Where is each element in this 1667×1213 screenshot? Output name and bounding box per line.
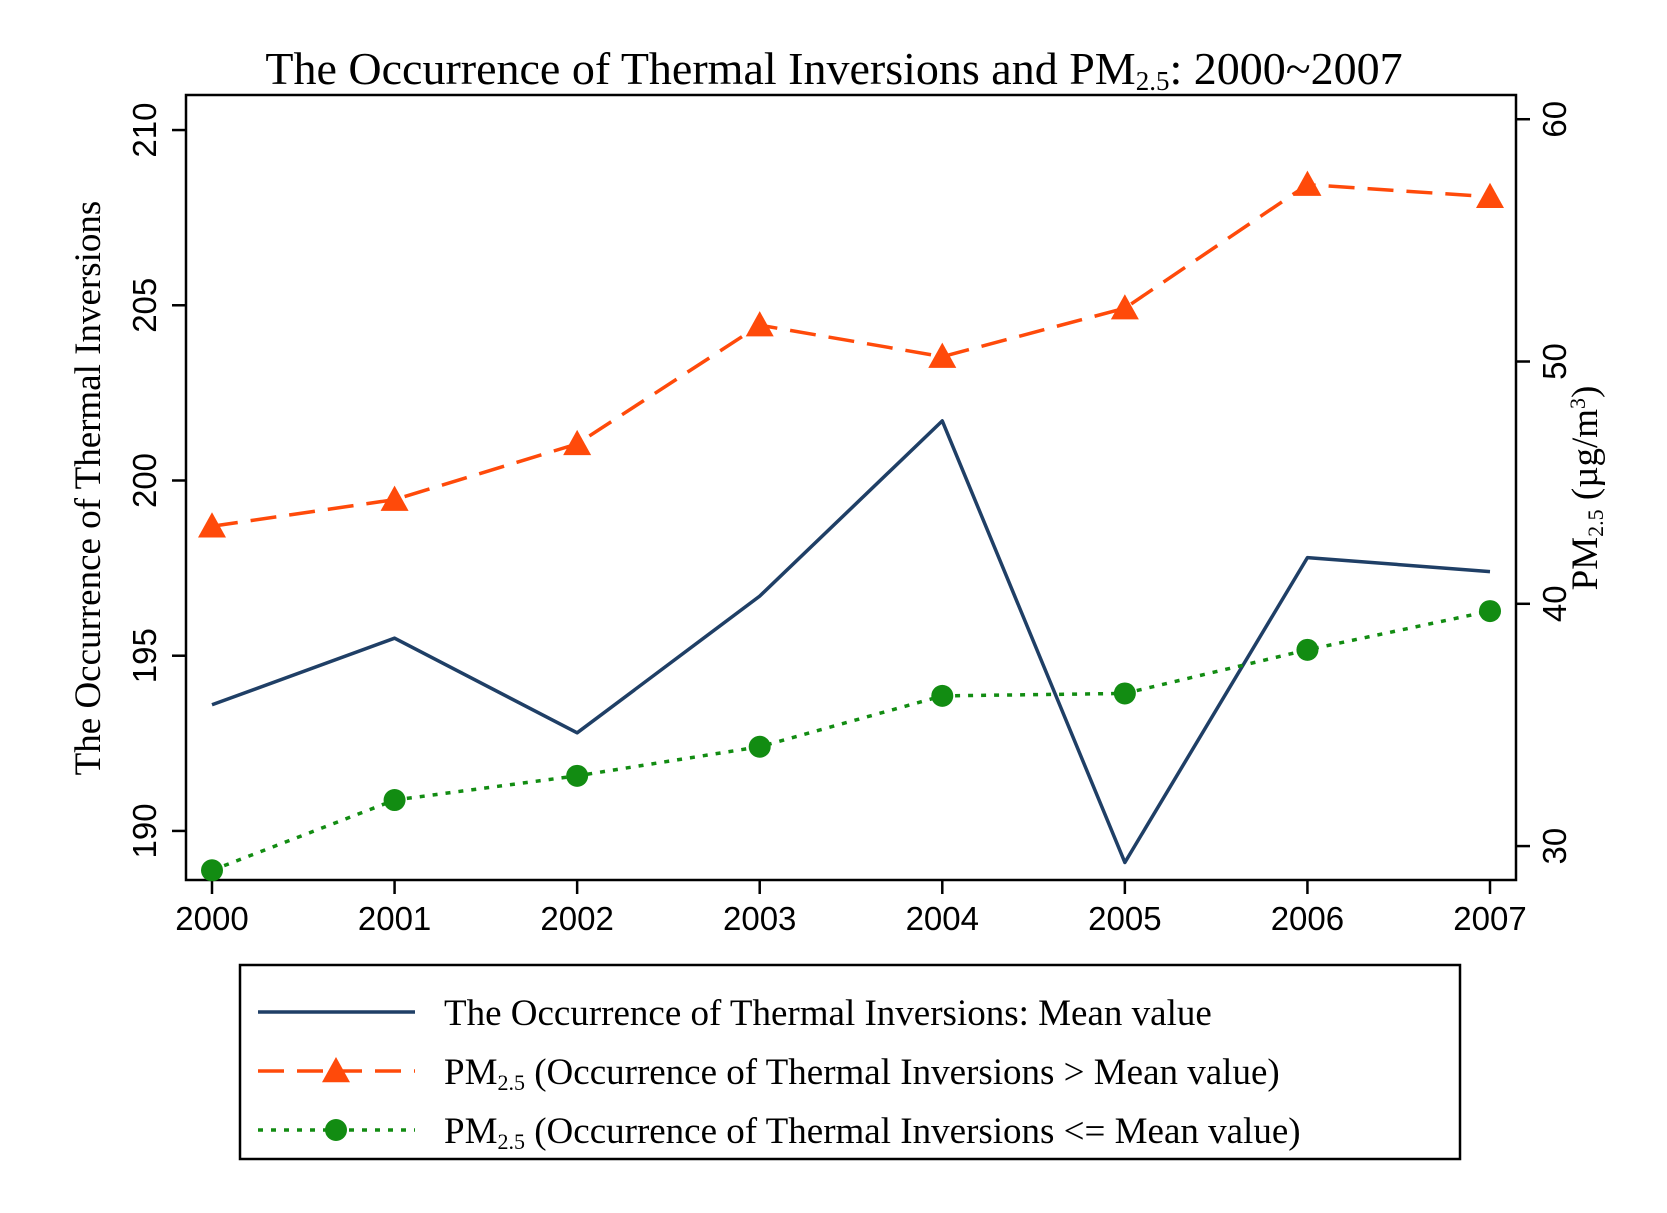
legend: The Occurrence of Thermal Inversions: Me… [238,963,1462,1161]
legend-label-thermal-inversions-mean: The Occurrence of Thermal Inversions: Me… [444,993,1212,1034]
chart-title-post: : 2000~2007 [1169,43,1402,94]
right-tick-label-60: 60 [1536,101,1573,138]
data-point-pm25-above-mean-2000 [198,512,226,538]
left-tick-label-205: 205 [126,278,163,333]
data-point-pm25-below-mean-2002 [566,764,589,787]
right-axis-label-end: ) [1565,386,1606,398]
data-point-pm25-above-mean-2007 [1476,182,1504,208]
data-point-pm25-below-mean-2000 [201,859,223,882]
plot-frame [184,93,1518,882]
series-line-thermal-inversions-mean [211,419,1491,865]
right-tick-label-50: 50 [1536,343,1573,380]
series-thermal-inversions-mean [211,419,1491,865]
data-point-pm25-above-mean-2003 [745,311,774,337]
data-point-pm25-below-mean-2007 [1479,600,1501,623]
left-tick-label-190: 190 [126,803,163,858]
data-point-pm25-above-mean-2001 [380,485,409,511]
left-tick-label-200: 200 [126,453,163,508]
legend-item-thermal-inversions-mean: The Occurrence of Thermal Inversions: Me… [258,993,1212,1034]
right-tick-label-30: 30 [1536,828,1573,865]
series-line-pm25-below-mean [211,609,1491,872]
series-pm25-above-mean [198,170,1504,538]
legend-marker-pm25-above-mean [322,1057,350,1083]
right-axis-label-sup: 3 [1565,398,1590,409]
legend-label-pm25-below-mean: PM2.5 (Occurrence of Thermal Inversions … [444,1111,1301,1154]
legend-label-pm25-above-mean: PM2.5 (Occurrence of Thermal Inversions … [444,1052,1280,1095]
data-point-pm25-above-mean-2006 [1293,170,1322,196]
chart-title-sub: 2.5 [1136,66,1170,96]
data-point-pm25-above-mean-2004 [928,342,957,368]
right-axis-label-sub: 2.5 [1583,509,1608,537]
series-pm25-below-mean [201,600,1501,882]
chart-title: The Occurrence of Thermal Inversions and… [265,43,1402,96]
series-layer [198,170,1504,882]
series-line-pm25-above-mean [211,182,1491,528]
data-point-pm25-below-mean-2004 [931,684,954,707]
left-tick-label-210: 210 [126,103,163,158]
legend-item-pm25-below-mean: PM2.5 (Occurrence of Thermal Inversions … [258,1111,1301,1154]
data-point-pm25-above-mean-2005 [1110,294,1139,320]
legend-box [238,963,1462,1161]
x-tick-label-2004: 2004 [906,900,979,937]
data-point-pm25-below-mean-2005 [1113,682,1136,705]
x-tick-label-2002: 2002 [540,900,613,937]
chart-title-pre: The Occurrence of Thermal Inversions and… [265,43,1135,94]
data-point-pm25-below-mean-2003 [748,735,771,758]
right-axis-label: PM2.5 (µg/m3) [1565,386,1608,591]
data-point-pm25-below-mean-2006 [1296,638,1319,661]
legend-marker-pm25-below-mean [325,1119,347,1141]
axes-ticks: 2000 2001 2002 2003 2004 2005 2006 2007 190 195 20… [126,101,1573,937]
x-tick-label-2007: 2007 [1453,900,1526,937]
x-tick-label-2005: 2005 [1088,900,1161,937]
legend-item-pm25-above-mean: PM2.5 (Occurrence of Thermal Inversions … [258,1052,1280,1095]
x-tick-label-2003: 2003 [723,900,796,937]
right-axis-label-post: (µg/m [1565,409,1606,510]
x-tick-label-2001: 2001 [358,900,431,937]
data-point-pm25-above-mean-2002 [563,429,592,456]
data-point-pm25-below-mean-2001 [383,789,406,812]
x-tick-label-2006: 2006 [1271,900,1344,937]
x-tick-label-2000: 2000 [175,900,248,937]
left-tick-label-195: 195 [126,628,163,683]
right-tick-label-40: 40 [1536,585,1573,622]
legend-items: The Occurrence of Thermal Inversions: Me… [258,993,1301,1154]
left-axis-label: The Occurrence of Thermal Inversions [68,201,109,776]
right-axis-label-pre: PM [1565,537,1606,590]
